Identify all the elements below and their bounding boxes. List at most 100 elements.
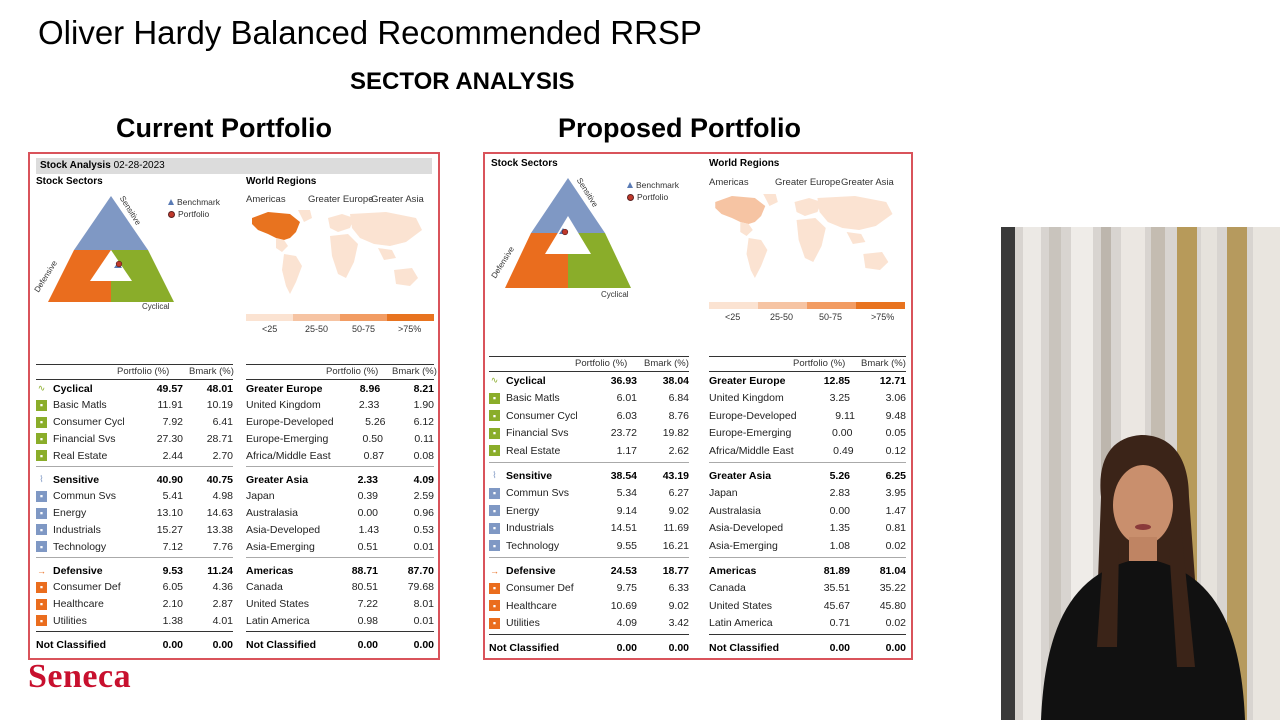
technology-icon: ▪	[36, 541, 47, 553]
group-divider	[246, 557, 434, 558]
row-label: Defensive	[506, 564, 556, 577]
portfolio-value: 1.17	[616, 444, 637, 457]
table-row: Canada 80.51 79.68	[246, 579, 434, 596]
table-row: ▪ Real Estate 1.17 2.62	[489, 442, 689, 459]
portfolio-value: 5.34	[616, 487, 637, 500]
cyclical-axis-label: Cyclical	[601, 290, 629, 299]
table-row: ▪ Utilities 1.38 4.01	[36, 612, 233, 629]
region-head-europe: Greater Europe	[775, 177, 841, 188]
technology-icon: ▪	[489, 540, 500, 552]
table-row: Africa/Middle East 0.49 0.12	[709, 442, 906, 459]
row-label: Energy	[53, 507, 87, 520]
industrials-icon: ▪	[36, 524, 47, 536]
presenter-image	[1001, 227, 1280, 720]
region-scale-bar	[246, 314, 434, 321]
europe-region	[328, 214, 354, 232]
scale-label: <25	[725, 312, 741, 322]
region-head-asia: Greater Asia	[841, 177, 894, 188]
row-label: Not Classified	[709, 641, 780, 654]
benchmark-value: 7.76	[212, 540, 233, 553]
group-divider	[489, 634, 689, 636]
portfolio-value: 9.53	[162, 564, 183, 577]
benchmark-value: 0.02	[885, 617, 906, 630]
region-head-asia: Greater Asia	[371, 194, 424, 205]
benchmark-value: 87.70	[407, 564, 434, 577]
benchmark-value: 6.33	[668, 582, 689, 595]
row-label: Basic Matls	[53, 399, 107, 412]
cyclical-icon: ∿	[490, 375, 499, 385]
cyclical-segment	[111, 250, 174, 302]
col-bmark-header: Bmark (%)	[189, 366, 234, 377]
benchmark-value: 8.76	[668, 409, 689, 422]
table-row: ▪ Industrials 14.51 11.69	[489, 520, 689, 537]
benchmark-value: 3.42	[668, 617, 689, 630]
benchmark-value: 45.80	[879, 599, 906, 612]
row-label: Australasia	[246, 507, 298, 520]
row-label: Cyclical	[53, 382, 93, 395]
col-portfolio-header: Portfolio (%)	[117, 366, 170, 377]
portfolio-marker	[561, 228, 569, 236]
row-label: Not Classified	[36, 638, 107, 651]
table-header-rule	[709, 371, 906, 372]
row-label: United Kingdom	[709, 392, 784, 405]
row-label: Africa/Middle East	[246, 449, 331, 462]
financial-services-icon: ▪	[489, 427, 500, 439]
asia-region	[817, 196, 893, 230]
benchmark-value: 48.01	[206, 382, 233, 395]
benchmark-value: 35.22	[879, 582, 906, 595]
healthcare-icon: ▪	[489, 600, 500, 612]
portfolio-value: 5.41	[162, 490, 183, 503]
table-row: Asia-Emerging 1.08 0.02	[709, 537, 906, 554]
portfolio-value: 23.72	[610, 427, 637, 440]
benchmark-value: 8.21	[413, 382, 434, 395]
portfolio-value: 5.26	[365, 416, 386, 429]
table-group-row: ⌇ Sensitive 38.54 43.19	[489, 467, 689, 484]
region-head-americas: Americas	[246, 194, 286, 205]
south-america-region	[746, 238, 768, 278]
communication-services-icon: ▪	[489, 487, 500, 499]
defensive-segment	[48, 250, 111, 302]
portfolio-value: 13.10	[156, 507, 183, 520]
benchmark-value: 4.09	[413, 473, 434, 486]
table-row: ▪ Basic Matls 11.91 10.19	[36, 397, 233, 414]
table-group-row: Not Classified 0.00 0.00	[709, 639, 906, 656]
presenter-video	[1001, 227, 1280, 720]
portfolio-value: 0.00	[829, 641, 850, 654]
benchmark-value: 6.27	[668, 487, 689, 500]
portfolio-value: 0.49	[833, 444, 854, 457]
benchmark-value: 10.19	[206, 399, 233, 412]
benchmark-value: 2.87	[212, 598, 233, 611]
row-label: Commun Svs	[506, 487, 570, 500]
table-group-row: → Defensive 9.53 11.24	[36, 562, 233, 579]
portfolio-value: 9.11	[835, 409, 855, 422]
table-group-row: ∿ Cyclical 49.57 48.01	[36, 380, 233, 397]
benchmark-value: 3.95	[885, 487, 906, 500]
benchmark-value: 28.71	[206, 432, 233, 445]
region-scale-labels: <25 25-50 50-75 >75%	[709, 312, 905, 324]
portfolio-value: 0.00	[357, 507, 378, 520]
benchmark-value: 8.01	[413, 598, 434, 611]
scale-label: <25	[262, 324, 278, 334]
region-scale-bar	[709, 302, 905, 309]
row-label: Sensitive	[53, 473, 100, 486]
utilities-icon: ▪	[489, 617, 500, 629]
table-group-row: Greater Asia 5.26 6.25	[709, 467, 906, 484]
communication-services-icon: ▪	[36, 490, 47, 502]
row-label: Asia-Emerging	[246, 540, 315, 553]
benchmark-value: 6.25	[885, 469, 906, 482]
row-label: Consumer Cycl	[506, 409, 578, 422]
portfolio-value: 9.14	[616, 504, 637, 517]
row-label: Americas	[709, 564, 757, 577]
row-label: Greater Europe	[246, 382, 323, 395]
table-row: Japan 2.83 3.95	[709, 485, 906, 502]
portfolio-value: 45.67	[823, 599, 850, 612]
col-portfolio-header: Portfolio (%)	[326, 366, 379, 377]
row-label: Real Estate	[506, 444, 561, 457]
row-label: Cyclical	[506, 374, 546, 387]
row-label: Industrials	[53, 523, 101, 536]
row-label: United Kingdom	[246, 399, 321, 412]
benchmark-value: 0.96	[413, 507, 434, 520]
benchmark-value: 79.68	[407, 581, 434, 594]
row-label: Utilities	[506, 617, 540, 630]
portfolio-value: 40.90	[156, 473, 183, 486]
